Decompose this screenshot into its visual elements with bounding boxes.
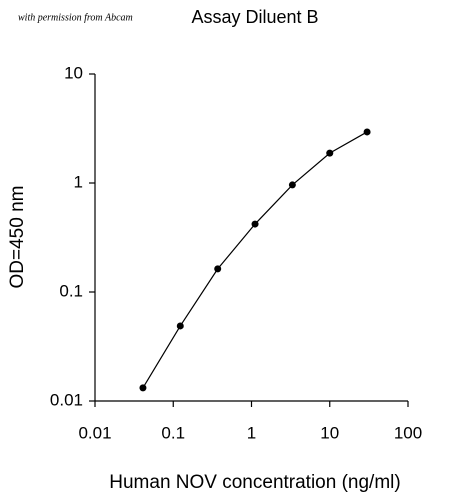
x-tick-label: 0.01 (78, 423, 111, 442)
y-tick-label: 0.1 (59, 281, 83, 300)
data-point (363, 128, 371, 136)
chart-title: Assay Diluent B (191, 7, 318, 27)
x-tick-label: 10 (320, 423, 339, 442)
x-axis-title: Human NOV concentration (ng/ml) (109, 472, 400, 493)
y-axis-title: OD=450 nm (7, 186, 28, 289)
y-tick-label: 10 (64, 63, 83, 82)
data-point (326, 149, 334, 157)
x-tick-label: 100 (394, 423, 422, 442)
data-point (251, 220, 259, 228)
watermark: with permission from Abcam (18, 12, 133, 23)
x-tick-label: 0.1 (161, 423, 185, 442)
y-tick-label: 1 (74, 172, 83, 191)
x-tick-label: 1 (247, 423, 256, 442)
data-point (176, 322, 184, 330)
data-point (139, 384, 147, 392)
data-point (288, 181, 296, 189)
data-point (214, 265, 222, 273)
data-line (142, 131, 368, 389)
y-tick-label: 0.01 (50, 390, 83, 409)
